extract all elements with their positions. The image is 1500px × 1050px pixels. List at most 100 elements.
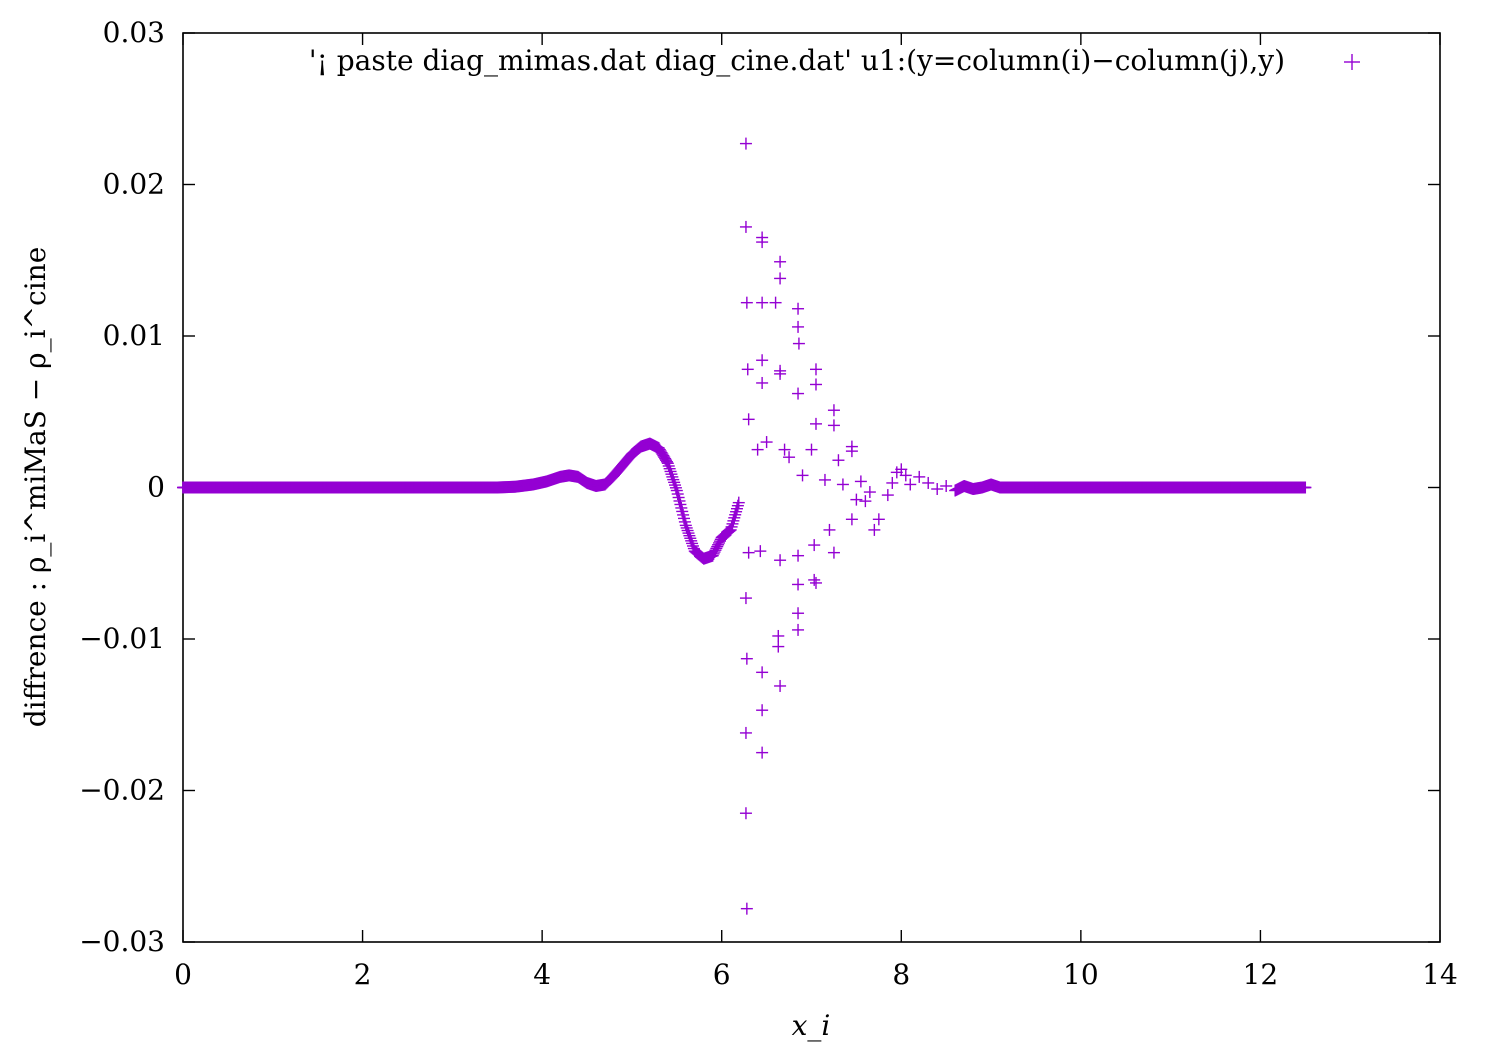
data-point xyxy=(756,236,769,249)
data-point xyxy=(881,489,894,502)
data-point xyxy=(756,666,769,679)
data-point xyxy=(792,549,805,562)
data-point xyxy=(809,363,822,376)
x-tick-label: 0 xyxy=(174,958,192,991)
data-point xyxy=(1299,481,1312,494)
axis-tick-labels: 0 2 4 6 8 10 12 14 −0.03 −0.02 −0.01 0 0.01 0.02 0.03 xyxy=(79,16,1458,991)
data-point xyxy=(756,704,769,717)
data-point xyxy=(913,470,926,483)
data-point xyxy=(669,481,682,494)
x-tick-label: 8 xyxy=(892,958,910,991)
data-point xyxy=(732,496,745,509)
data-point xyxy=(665,468,678,481)
data-point xyxy=(727,514,740,527)
data-point xyxy=(686,537,699,550)
data-point xyxy=(756,746,769,759)
data-point xyxy=(724,523,737,536)
data-point xyxy=(685,534,698,547)
x-tick-label: 4 xyxy=(533,958,551,991)
x-axis-title: x_i xyxy=(792,1009,831,1042)
data-point xyxy=(679,519,692,532)
data-point xyxy=(832,454,845,467)
data-point xyxy=(683,529,696,542)
data-point xyxy=(895,463,908,476)
data-point xyxy=(899,469,912,482)
data-point xyxy=(827,546,840,559)
data-point xyxy=(682,527,695,540)
data-point xyxy=(742,413,755,426)
data-point xyxy=(809,576,822,589)
y-tick-label: 0.03 xyxy=(103,16,165,49)
data-point xyxy=(774,554,787,567)
data-point xyxy=(756,296,769,309)
data-point xyxy=(754,545,767,558)
data-point xyxy=(792,302,805,315)
data-point xyxy=(827,419,840,432)
data-point xyxy=(680,521,693,534)
data-point xyxy=(772,629,785,642)
data-point xyxy=(666,470,679,483)
data-point xyxy=(730,505,743,518)
data-point xyxy=(756,354,769,367)
legend: '¡ paste diag_mimas.dat diag_cine.dat' u… xyxy=(309,44,1360,77)
data-point xyxy=(731,499,744,512)
x-tick-label: 6 xyxy=(713,958,731,991)
legend-marker xyxy=(1344,54,1360,70)
y-tick-label: −0.03 xyxy=(79,925,165,958)
data-point xyxy=(741,363,754,376)
y-tick-label: −0.02 xyxy=(79,774,165,807)
data-point xyxy=(792,607,805,620)
data-point xyxy=(845,445,858,458)
data-point xyxy=(872,513,885,526)
data-point xyxy=(774,679,787,692)
data-point xyxy=(796,469,809,482)
data-point xyxy=(660,454,673,467)
data-point xyxy=(854,475,867,488)
data-point xyxy=(792,387,805,400)
axis-ticks xyxy=(182,32,1441,943)
data-point xyxy=(792,337,805,350)
data-point xyxy=(728,511,741,524)
data-point xyxy=(778,443,791,456)
data-point xyxy=(792,578,805,591)
x-tick-label: 2 xyxy=(354,958,372,991)
data-point xyxy=(772,640,785,653)
data-point xyxy=(667,473,680,486)
data-point xyxy=(662,459,675,472)
y-axis-title: diffrence : ρ_i^miMaS − ρ_i^cine xyxy=(19,247,52,728)
data-point xyxy=(686,539,699,552)
data-point xyxy=(491,481,504,494)
data-point xyxy=(669,479,682,492)
data-point xyxy=(783,451,796,464)
x-tick-label: 14 xyxy=(1422,958,1458,991)
data-point xyxy=(805,443,818,456)
data-point xyxy=(664,465,677,478)
data-point xyxy=(774,367,787,380)
y-tick-label: 0.01 xyxy=(103,319,165,352)
data-point xyxy=(868,523,881,536)
data-point xyxy=(808,573,821,586)
data-point xyxy=(774,255,787,268)
data-point xyxy=(774,272,787,285)
data-point xyxy=(729,508,742,521)
data-point xyxy=(661,457,674,470)
data-point xyxy=(859,495,872,508)
data-point xyxy=(739,220,752,233)
x-tick-label: 10 xyxy=(1063,958,1099,991)
x-tick-label: 12 xyxy=(1243,958,1279,991)
data-point xyxy=(850,493,863,506)
legend-label: '¡ paste diag_mimas.dat diag_cine.dat' u… xyxy=(309,44,1285,77)
y-tick-label: −0.01 xyxy=(79,622,165,655)
data-point xyxy=(740,902,753,915)
data-point xyxy=(836,478,849,491)
data-point xyxy=(681,524,694,537)
data-point xyxy=(904,478,917,491)
data-point xyxy=(823,523,836,536)
data-series xyxy=(177,137,1312,915)
data-point xyxy=(739,807,752,820)
data-point xyxy=(751,443,764,456)
data-point xyxy=(809,378,822,391)
data-point xyxy=(886,476,899,489)
